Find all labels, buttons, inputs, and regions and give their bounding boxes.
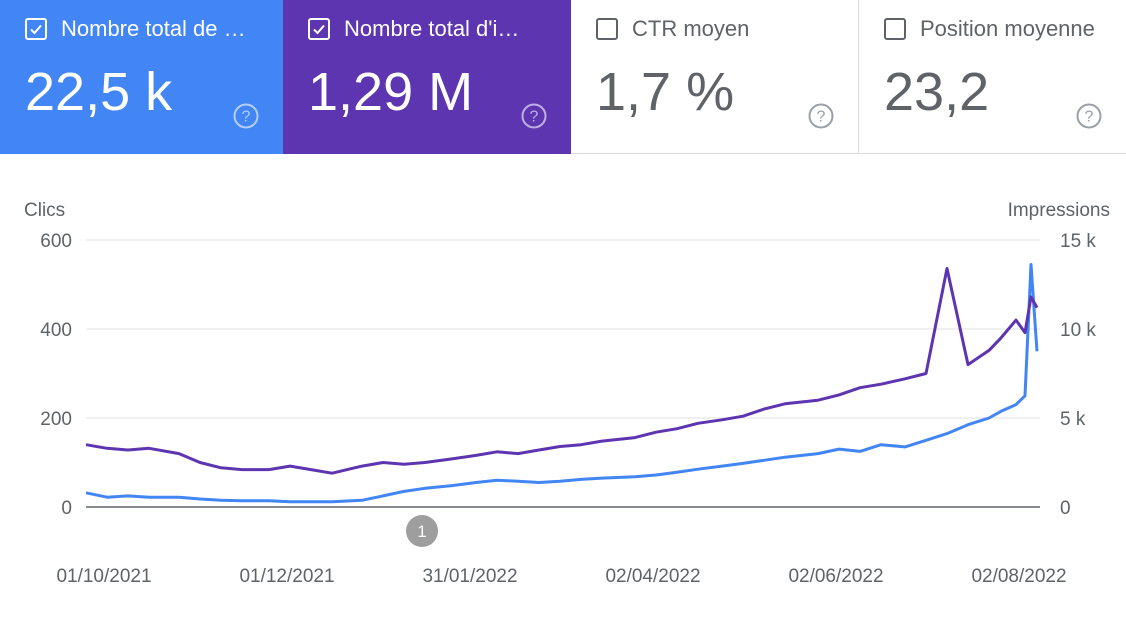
impressions-series-line (85, 267, 1039, 475)
checkbox-unchecked-icon[interactable] (596, 18, 618, 40)
metric-card-clicks[interactable]: Nombre total de … 22,5 k ? (0, 0, 283, 154)
metric-cards: Nombre total de … 22,5 k ? Nombre total … (0, 0, 1126, 154)
y2-tick-label: 15 k (1060, 231, 1096, 252)
y-tick-label: 0 (61, 498, 72, 519)
y-tick-label: 400 (40, 320, 72, 341)
y2-tick-label: 5 k (1060, 409, 1086, 430)
help-icon[interactable]: ? (1076, 103, 1102, 129)
y2-tick-label: 10 k (1060, 320, 1096, 341)
metric-card-label: Nombre total de … (61, 16, 246, 41)
metric-card-ctr[interactable]: CTR moyen 1,7 % ? (571, 0, 859, 154)
checkbox-checked-icon[interactable] (308, 18, 330, 40)
chart-svg: Clics Impressions 0 200 400 600 0 5 k 10 k 15 … (24, 200, 1110, 587)
annotation-marker[interactable] (406, 515, 438, 547)
metric-card-value: 22,5 k (25, 62, 173, 122)
svg-text:?: ? (1085, 109, 1094, 126)
y-axis-title: Clics (24, 200, 65, 221)
series-lines (85, 263, 1039, 504)
x-tick-label: 02/04/2022 (605, 566, 700, 587)
metric-card-label: CTR moyen (632, 16, 750, 41)
y2-axis-title: Impressions (1008, 200, 1110, 221)
annotations: 1 (406, 515, 438, 547)
svg-text:?: ? (817, 109, 826, 126)
x-tick-label: 31/01/2022 (422, 566, 517, 587)
help-icon[interactable]: ? (521, 103, 547, 129)
help-icon[interactable]: ? (233, 103, 259, 129)
x-tick-label: 01/12/2021 (239, 566, 334, 587)
metric-card-value: 23,2 (884, 62, 990, 122)
y2-axis-ticks: 0 5 k 10 k 15 k (1060, 231, 1096, 519)
checkbox-checked-icon[interactable] (25, 18, 47, 40)
x-tick-label: 02/08/2022 (971, 566, 1066, 587)
metric-card-label: Nombre total d'i… (344, 16, 520, 41)
y-tick-label: 600 (40, 231, 72, 252)
metric-card-value: 1,29 M (308, 62, 474, 122)
metric-card-value: 1,7 % (596, 62, 735, 122)
y2-tick-label: 0 (1060, 498, 1071, 519)
x-axis-ticks: 01/10/2021 01/12/2021 31/01/2022 02/04/2022… (56, 566, 1066, 587)
metric-card-label: Position moyenne (920, 16, 1095, 41)
clicks-series-line (85, 263, 1039, 504)
x-tick-label: 01/10/2021 (56, 566, 151, 587)
annotation-label: 1 (417, 522, 426, 541)
y-tick-label: 200 (40, 409, 72, 430)
checkbox-unchecked-icon[interactable] (884, 18, 906, 40)
help-icon[interactable]: ? (808, 103, 834, 129)
metric-card-impressions[interactable]: Nombre total d'i… 1,29 M ? (283, 0, 571, 154)
y-axis-ticks: 0 200 400 600 (40, 231, 72, 519)
gridlines (86, 239, 1040, 508)
svg-text:?: ? (530, 109, 539, 126)
metric-card-position[interactable]: Position moyenne 23,2 ? (859, 0, 1126, 154)
performance-chart: Clics Impressions 0 200 400 600 0 5 k 10 k 15 … (0, 170, 1126, 622)
svg-text:?: ? (242, 109, 251, 126)
x-tick-label: 02/06/2022 (788, 566, 883, 587)
